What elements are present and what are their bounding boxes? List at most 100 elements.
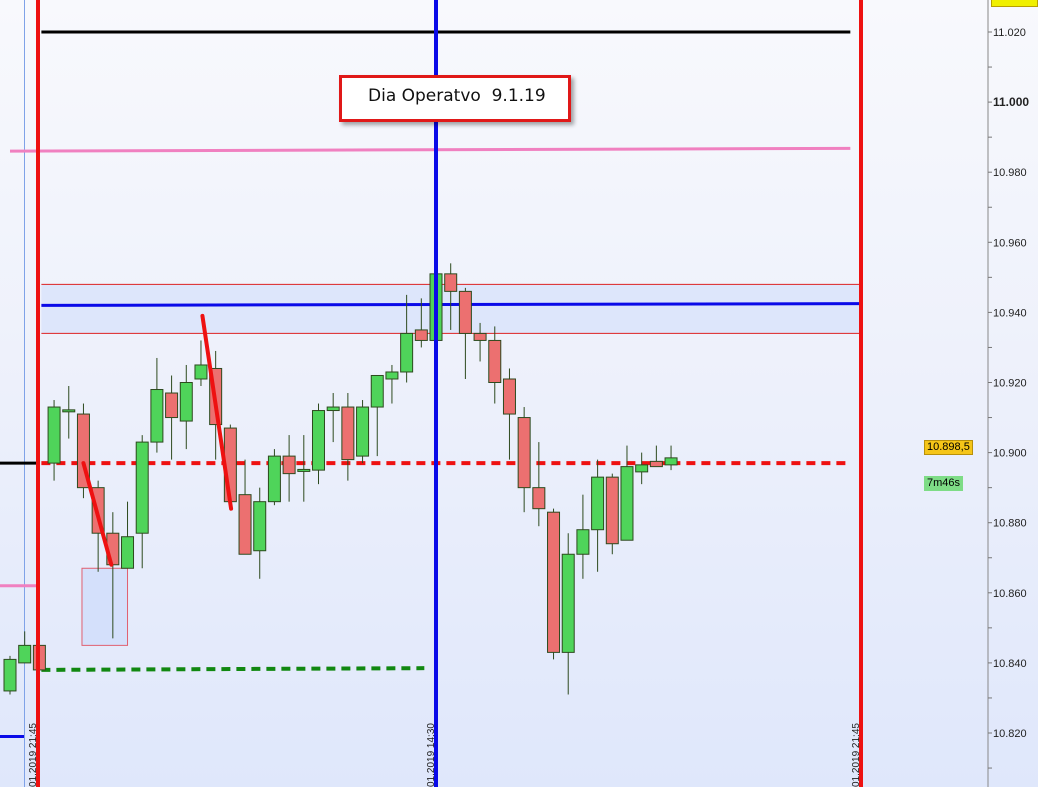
candle-body (444, 273, 458, 292)
candle (194, 340, 208, 387)
bar-countdown-label: 7m46s (924, 476, 964, 491)
candle (121, 501, 135, 569)
last-price-label: 10.898,5 (924, 440, 973, 455)
trend-line (200, 313, 234, 511)
price-axis-label: 11.000 (993, 95, 1029, 109)
candle (400, 294, 414, 383)
candle-body (311, 410, 325, 471)
candle (591, 459, 605, 572)
candle-body (664, 457, 678, 466)
candle-body (576, 529, 590, 555)
highlight-box (81, 567, 129, 646)
candle (47, 400, 61, 481)
candle-body (517, 417, 531, 489)
candle-body (605, 476, 619, 545)
candle (282, 435, 296, 502)
candle-body (179, 382, 193, 422)
candle-body (488, 339, 502, 384)
candle (458, 287, 472, 379)
candle-body (150, 389, 164, 443)
candle (238, 459, 252, 555)
candle-body (253, 501, 267, 552)
price-axis-label: 10.980 (993, 167, 1027, 179)
candle (297, 435, 311, 502)
candle-body (473, 332, 487, 341)
candle-body (267, 455, 281, 503)
price-axis-label: 10.920 (993, 378, 1027, 390)
candle-body (18, 644, 32, 664)
candle-body (502, 378, 516, 415)
candle (3, 655, 17, 695)
horizontal-level-line (9, 146, 851, 153)
candle-body (635, 464, 649, 473)
candle (444, 263, 458, 330)
candle-body (370, 374, 384, 408)
candle (341, 393, 355, 481)
price-axis-label: 10.820 (993, 728, 1027, 740)
candle (502, 368, 516, 460)
candle (532, 442, 546, 527)
candle-body (547, 511, 561, 653)
candle-body (326, 406, 340, 412)
candle-body (3, 658, 17, 692)
candle-body (649, 460, 663, 468)
candle-body (47, 406, 61, 464)
candle (635, 452, 649, 485)
candle-body (458, 290, 472, 334)
horizontal-level-line (41, 666, 425, 672)
candle-body (591, 476, 605, 531)
candle-body (194, 364, 208, 380)
candle (267, 449, 281, 506)
candle (385, 364, 399, 404)
candle (664, 445, 678, 471)
candle (547, 508, 561, 660)
candle-body (297, 468, 311, 472)
time-axis-label: 01.2019 21:45 (851, 723, 862, 787)
candle (473, 322, 487, 362)
candle-body (121, 536, 135, 569)
candle (62, 386, 76, 439)
candle (561, 533, 575, 695)
candle (414, 298, 428, 348)
candle-body (620, 466, 634, 541)
price-axis-label: 10.860 (993, 588, 1027, 600)
candle-body (400, 332, 414, 373)
candle (311, 403, 325, 485)
candle-body (238, 494, 252, 555)
price-axis-label: 10.840 (993, 658, 1027, 670)
price-axis-label: 10.880 (993, 518, 1027, 530)
candle-body (282, 455, 296, 475)
candle (517, 407, 531, 513)
candle-body (62, 409, 76, 413)
candle (605, 473, 619, 555)
time-axis-label: 01.2019 14:30 (426, 723, 437, 787)
trend-line (81, 461, 114, 567)
price-zone (41, 284, 863, 334)
candle-body (135, 441, 149, 534)
price-axis-label: 10.940 (993, 307, 1027, 319)
candle (576, 494, 590, 579)
candle-body (341, 406, 355, 461)
candle (488, 326, 502, 404)
candle-body (385, 371, 399, 380)
candle (179, 364, 193, 450)
time-axis-label: 01.2019 21:45 (28, 723, 39, 787)
candle-body (414, 329, 428, 341)
candle-body (561, 553, 575, 653)
top-price-tag (991, 0, 1038, 7)
candle (253, 487, 267, 579)
candle (356, 400, 370, 464)
candle (135, 435, 149, 569)
candle (150, 357, 164, 453)
candle (649, 445, 663, 468)
candle (18, 631, 32, 664)
price-axis-label: 10.900 (993, 448, 1027, 460)
price-axis-label: 10.960 (993, 237, 1027, 249)
chart-title-annotation[interactable]: Dia Operatvo 9.1.19 (339, 75, 571, 122)
candle-body (165, 392, 179, 419)
candle-body (532, 487, 546, 510)
candle (326, 393, 340, 443)
candle (165, 375, 179, 460)
candle-body (356, 406, 370, 457)
